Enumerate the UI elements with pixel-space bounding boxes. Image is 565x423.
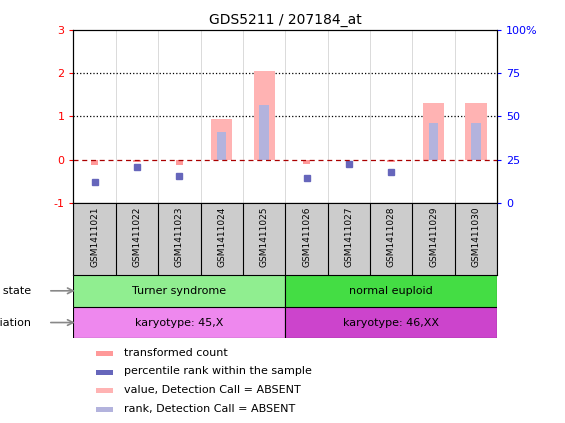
- Text: genotype/variation: genotype/variation: [0, 318, 31, 327]
- Bar: [466, 103, 486, 160]
- Bar: [217, 132, 227, 160]
- Text: GSM1411024: GSM1411024: [218, 207, 226, 267]
- Text: GSM1411030: GSM1411030: [472, 207, 480, 267]
- Bar: [388, 160, 395, 162]
- Text: karyotype: 46,XX: karyotype: 46,XX: [344, 318, 439, 327]
- Bar: [254, 71, 275, 160]
- Text: GSM1411025: GSM1411025: [260, 207, 268, 267]
- Bar: [176, 160, 183, 165]
- Bar: [96, 370, 113, 375]
- Text: rank, Detection Call = ABSENT: rank, Detection Call = ABSENT: [124, 404, 295, 414]
- Bar: [73, 275, 285, 307]
- Text: percentile rank within the sample: percentile rank within the sample: [124, 366, 312, 376]
- Text: GSM1411022: GSM1411022: [133, 207, 141, 267]
- Text: GSM1411021: GSM1411021: [90, 207, 99, 267]
- Text: transformed count: transformed count: [124, 348, 228, 358]
- Bar: [423, 103, 444, 160]
- Bar: [73, 307, 285, 338]
- Bar: [471, 123, 481, 160]
- Text: disease state: disease state: [0, 286, 31, 296]
- Bar: [96, 388, 113, 393]
- Text: normal euploid: normal euploid: [349, 286, 433, 296]
- Bar: [429, 123, 438, 160]
- Bar: [133, 160, 141, 162]
- Text: GSM1411029: GSM1411029: [429, 207, 438, 267]
- Bar: [96, 351, 113, 356]
- Bar: [91, 160, 98, 165]
- Bar: [96, 407, 113, 412]
- Bar: [259, 104, 269, 160]
- Title: GDS5211 / 207184_at: GDS5211 / 207184_at: [209, 13, 362, 27]
- Bar: [303, 160, 310, 164]
- Bar: [285, 275, 497, 307]
- Text: karyotype: 45,X: karyotype: 45,X: [135, 318, 224, 327]
- Bar: [211, 119, 232, 160]
- Bar: [285, 307, 497, 338]
- Text: GSM1411027: GSM1411027: [345, 207, 353, 267]
- Text: GSM1411026: GSM1411026: [302, 207, 311, 267]
- Text: GSM1411028: GSM1411028: [387, 207, 396, 267]
- Text: GSM1411023: GSM1411023: [175, 207, 184, 267]
- Text: Turner syndrome: Turner syndrome: [132, 286, 227, 296]
- Text: value, Detection Call = ABSENT: value, Detection Call = ABSENT: [124, 385, 301, 395]
